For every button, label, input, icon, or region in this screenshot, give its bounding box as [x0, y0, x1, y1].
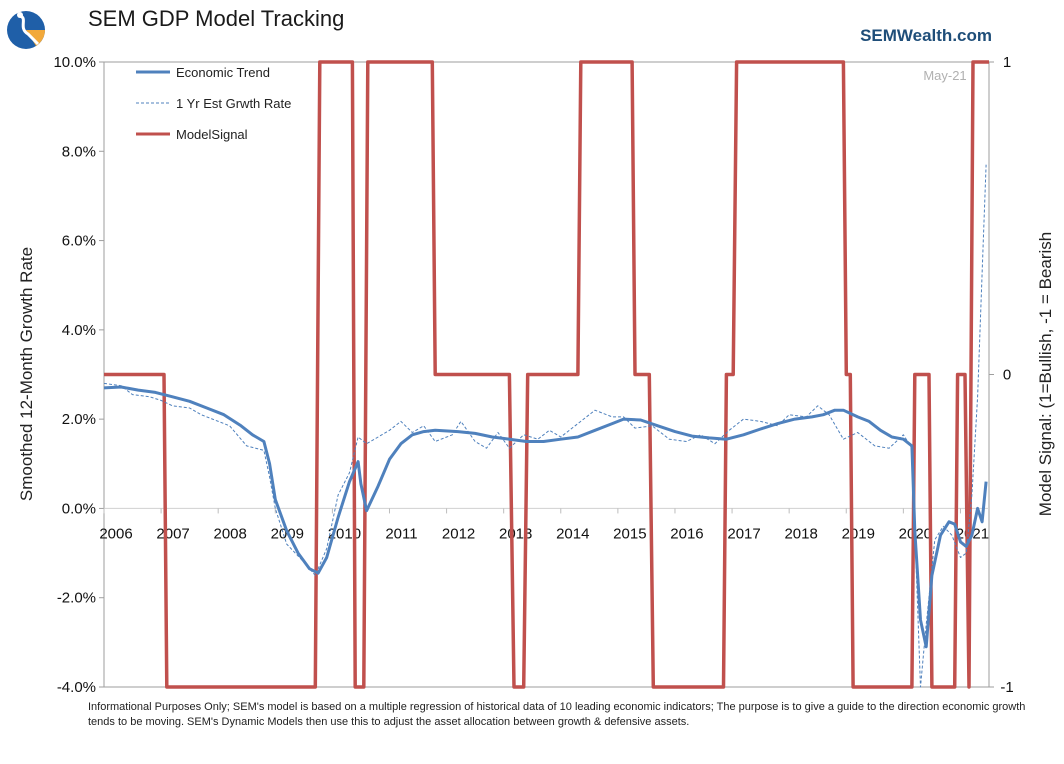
legend-label-signal: ModelSignal — [176, 127, 248, 142]
x-tick-label: 2016 — [670, 525, 703, 542]
x-tick-label: 2017 — [727, 525, 760, 542]
legend-label-estimate: 1 Yr Est Grwth Rate — [176, 96, 291, 111]
brand-link[interactable]: SEMWealth.com — [860, 26, 992, 45]
economic-trend-line — [103, 385, 988, 649]
watermark-date: May-21 — [923, 68, 966, 83]
model-signal-line — [104, 60, 989, 689]
x-tick-label: 2012 — [442, 525, 475, 542]
chart-title: SEM GDP Model Tracking — [88, 6, 345, 31]
y-tick-label: -2.0% — [57, 590, 96, 607]
y-tick-label: 2.0% — [62, 411, 96, 428]
footnote: Informational Purposes Only; SEM's model… — [88, 701, 1026, 728]
y-axis-right-label: Model Signal: (1=Bullish, -1 = Bearish — [1036, 232, 1055, 516]
x-tick-label: 2015 — [613, 525, 646, 542]
legend-label-trend: Economic Trend — [176, 65, 270, 80]
y-tick-label: 6.0% — [62, 233, 96, 250]
y2-tick-label: 1 — [1003, 54, 1011, 71]
y-tick-label: 4.0% — [62, 322, 96, 339]
y-tick-label: -4.0% — [57, 679, 96, 696]
est-growth-line — [103, 164, 987, 688]
y-axis-right: 1 0 -1 — [989, 54, 1014, 696]
x-tick-label: 2011 — [385, 525, 417, 542]
semwealth-logo — [7, 11, 45, 49]
x-tick-label: 2019 — [842, 525, 875, 542]
x-tick-label: 2006 — [99, 525, 132, 542]
y2-tick-label: -1 — [1000, 679, 1013, 696]
y2-tick-label: 0 — [1003, 367, 1011, 384]
x-tick-label: 2014 — [556, 525, 589, 542]
y-tick-label: 8.0% — [62, 143, 96, 160]
y-tick-label: 0.0% — [62, 500, 96, 517]
x-tick-label: 2018 — [784, 525, 817, 542]
x-tick-label: 2008 — [214, 525, 247, 542]
legend: Economic Trend 1 Yr Est Grwth Rate Model… — [136, 65, 291, 142]
y-axis-left: 10.0% 8.0% 6.0% 4.0% 2.0% 0.0% -2.0% -4.0% — [53, 54, 104, 696]
y-tick-label: 10.0% — [53, 54, 96, 71]
series-layer — [103, 60, 989, 689]
x-axis: 2006 2007 2008 2009 2010 2011 2012 2013 2014 2015… — [99, 507, 989, 542]
y-axis-left-label: Smoothed 12-Month Growth Rate — [17, 247, 36, 501]
x-tick-label: 2007 — [156, 525, 189, 542]
